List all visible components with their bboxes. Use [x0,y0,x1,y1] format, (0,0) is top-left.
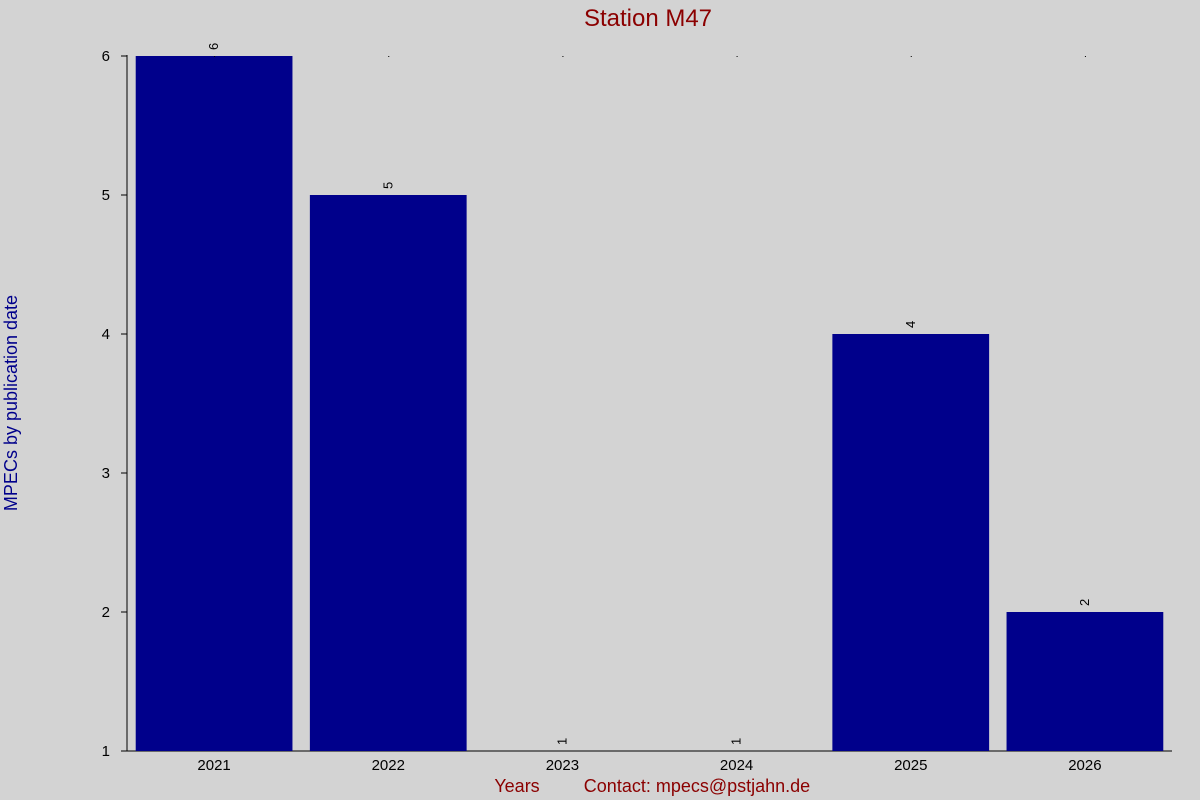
data-label: 1 [729,738,744,745]
x-tick-label: 2022 [372,757,405,774]
y-tick-label: 4 [102,326,110,343]
bar [135,56,293,751]
x-tick-label: 2026 [1068,757,1101,774]
top-tick-dot [214,56,216,57]
contact-footer: Contact: mpecs@pstjahn.de [584,776,810,796]
y-tick-label: 5 [102,187,110,204]
y-tick-label: 3 [102,465,110,482]
x-tick-label: 2023 [546,757,579,774]
bar [309,195,467,751]
y-tick-label: 6 [102,48,110,65]
bar [1006,612,1164,751]
data-label: 4 [903,321,918,328]
bar [832,334,990,751]
top-tick-dot [562,56,564,57]
chart-title: Station M47 [584,5,712,32]
y-axis-label: MPECs by publication date [1,295,21,511]
top-tick-dot [910,56,912,57]
data-label: 6 [206,43,221,50]
data-label: 2 [1077,599,1092,606]
top-tick-dot [388,56,390,57]
data-label: 5 [380,182,395,189]
data-label: 1 [554,738,569,745]
x-tick-label: 2024 [720,757,753,774]
plot-area: 1 2 3 4 5 6 2021 6 2022 5 2023 1 2024 1 2025 4 2026 2 [102,43,1172,774]
x-tick-label: 2025 [894,757,927,774]
y-tick-label: 1 [102,743,110,760]
top-tick-dot [1084,56,1086,57]
x-tick-label: 2021 [197,757,230,774]
y-tick-label: 2 [102,604,110,621]
x-axis-label: Years [494,776,539,796]
top-tick-dot [736,56,738,57]
